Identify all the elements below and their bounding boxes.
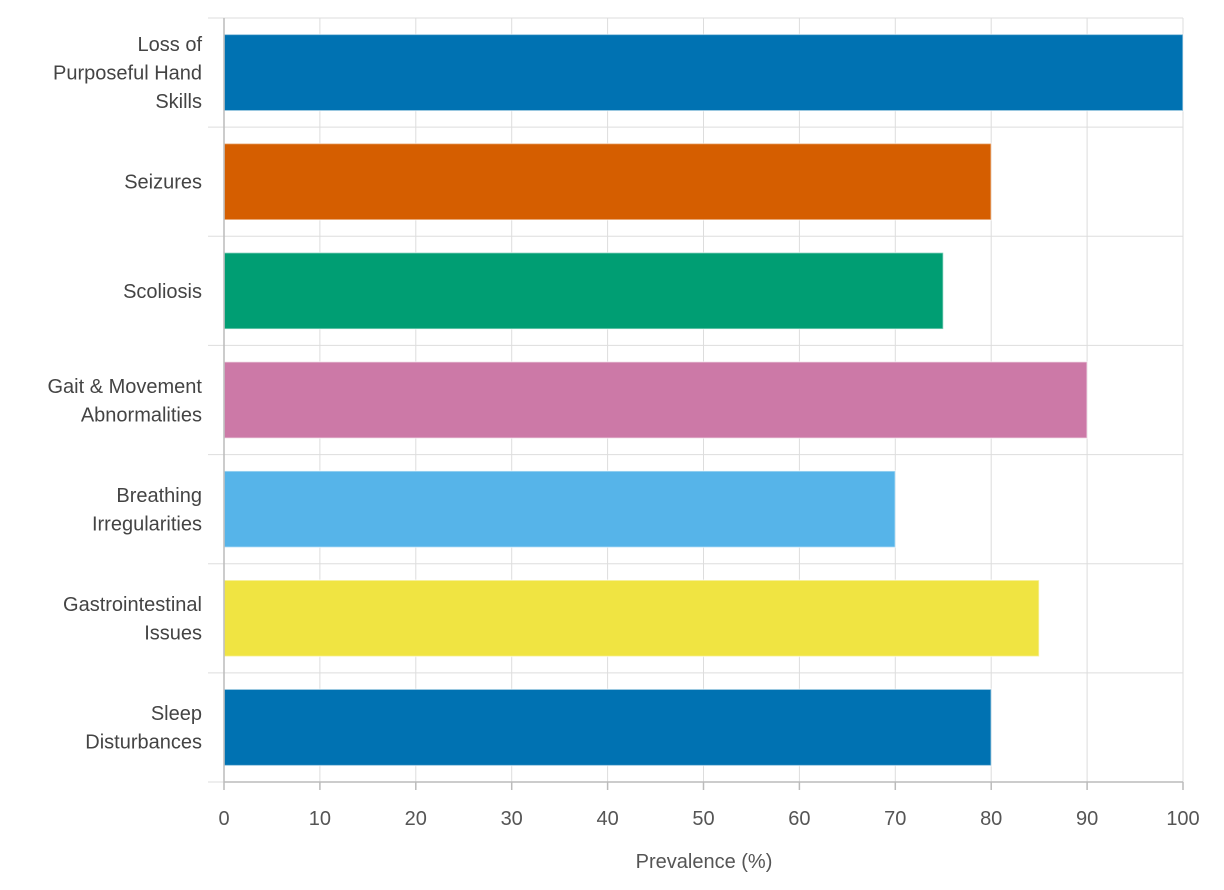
x-tick-label: 80	[980, 808, 1002, 830]
x-tick-label: 40	[596, 808, 618, 830]
category-label-line: Disturbances	[85, 732, 202, 754]
category-label-line: Abnormalities	[81, 404, 202, 426]
bars	[223, 33, 1184, 767]
bar	[223, 579, 1040, 658]
category-label-line: Purposeful Hand	[53, 63, 202, 85]
x-tick-label: 50	[692, 808, 714, 830]
category-label-line: Sleep	[151, 703, 202, 725]
category-label: Gastrointestinal Issues	[63, 594, 202, 645]
bar	[223, 33, 1184, 112]
x-tick-labels: 0 10 20 30 40 50 60 70 80 90 100	[218, 808, 1199, 830]
x-tick-label: 0	[218, 808, 229, 830]
category-label: Gait & Movement Abnormalities	[47, 376, 202, 427]
category-label-line: Skills	[155, 91, 202, 113]
category-label: Seizures	[124, 172, 202, 194]
x-tick-label: 70	[884, 808, 906, 830]
category-label: Scoliosis	[123, 281, 202, 303]
bar	[223, 142, 992, 221]
x-tick-label: 20	[405, 808, 427, 830]
x-axis-title: Prevalence (%)	[636, 851, 773, 873]
category-label: Sleep Disturbances	[85, 703, 202, 754]
category-label-line: Seizures	[124, 172, 202, 194]
category-label-line: Loss of	[138, 34, 203, 56]
x-tick-label: 10	[309, 808, 331, 830]
category-label-line: Issues	[144, 623, 202, 645]
x-tick-label: 90	[1076, 808, 1098, 830]
bar	[223, 361, 1088, 439]
category-label-line: Gastrointestinal	[63, 594, 202, 616]
x-tick-label: 100	[1166, 808, 1199, 830]
axes	[223, 18, 1184, 790]
x-tick-label: 30	[501, 808, 523, 830]
category-labels: Loss of Purposeful Hand Skills Seizures Scol…	[47, 34, 202, 754]
category-label: Breathing Irregularities	[92, 485, 202, 536]
category-label: Loss of Purposeful Hand Skills	[53, 34, 202, 113]
category-label-line: Irregularities	[92, 513, 202, 535]
category-label-line: Breathing	[116, 485, 202, 507]
bar	[223, 251, 944, 330]
bar	[223, 470, 897, 549]
category-label-line: Gait & Movement	[47, 376, 202, 398]
category-label-line: Scoliosis	[123, 281, 202, 303]
x-tick-label: 60	[788, 808, 810, 830]
bar	[223, 688, 992, 767]
